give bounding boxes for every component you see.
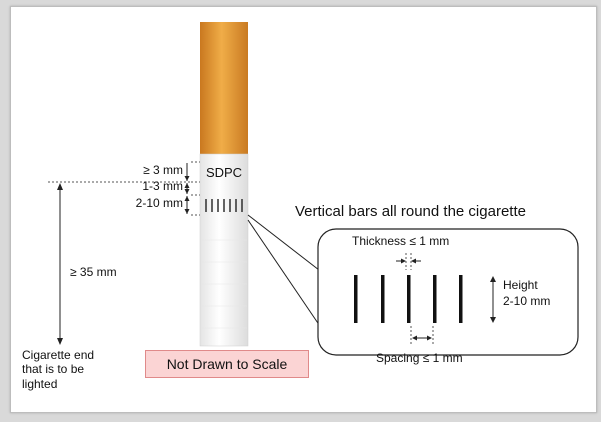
detail-bars bbox=[354, 275, 463, 323]
callout-box bbox=[317, 228, 579, 356]
height-label-line-2: 2-10 mm bbox=[503, 294, 550, 308]
lit-end-label-line-2: that is to be bbox=[22, 362, 84, 376]
spacing-indicator bbox=[410, 326, 434, 346]
not-to-scale-note: Not Drawn to Scale bbox=[145, 350, 309, 378]
dimension-arrows bbox=[184, 163, 190, 214]
text-band-label: 1-3 mm bbox=[142, 179, 183, 193]
cigarette bbox=[199, 22, 249, 347]
spacing-label: Spacing ≤ 1 mm bbox=[376, 351, 463, 365]
thickness-label: Thickness ≤ 1 mm bbox=[352, 234, 449, 248]
callout-title: Vertical bars all round the cigarette bbox=[295, 203, 526, 220]
bars-band-label: 2-10 mm bbox=[136, 196, 183, 210]
paper-texture bbox=[201, 239, 247, 329]
callout-leaders bbox=[247, 214, 327, 336]
top-gap-label: ≥ 3 mm bbox=[143, 163, 183, 177]
height-label-line-1: Height bbox=[503, 278, 538, 292]
lit-end-distance-label: ≥ 35 mm bbox=[70, 265, 117, 279]
cigarette-marking-bars bbox=[205, 199, 243, 212]
thickness-indicator bbox=[396, 253, 421, 270]
sdpc-label: SDPC bbox=[206, 165, 242, 180]
lit-end-label-line-1: Cigarette end bbox=[22, 348, 94, 362]
height-indicator bbox=[490, 276, 496, 323]
lit-end-arrow bbox=[57, 183, 63, 345]
cigarette-paper bbox=[199, 153, 249, 347]
reference-lines bbox=[48, 161, 200, 216]
cigarette-filter bbox=[200, 22, 248, 154]
lit-end-label-line-3: lighted bbox=[22, 377, 57, 391]
